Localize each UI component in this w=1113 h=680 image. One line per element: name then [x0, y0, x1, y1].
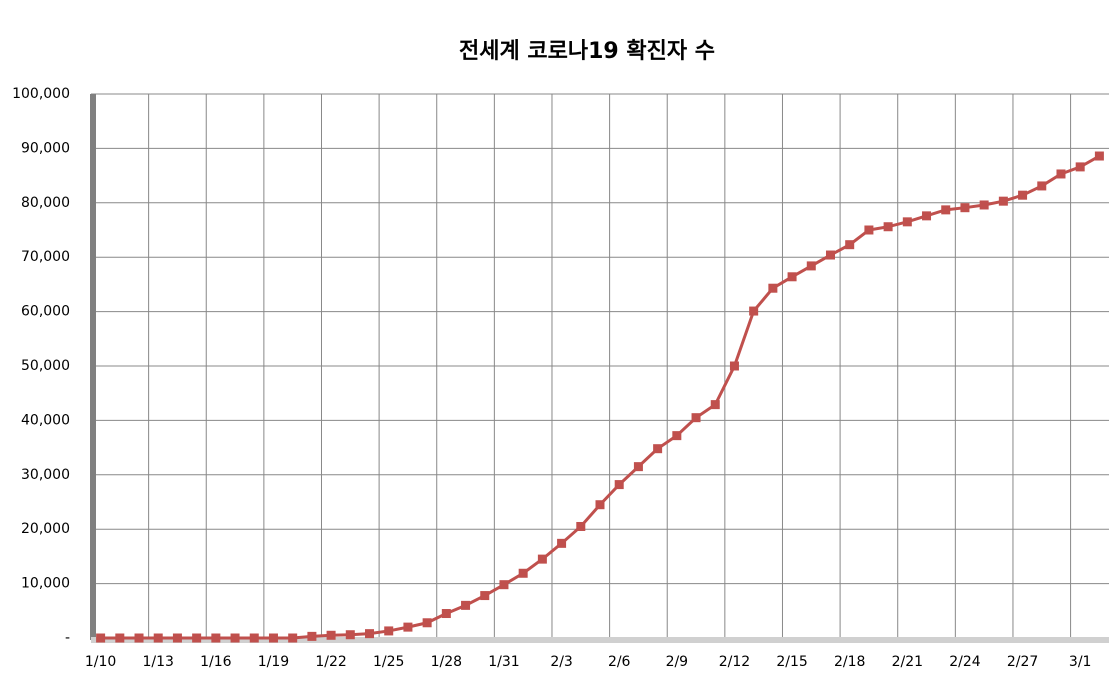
x-tick-label: 1/31 — [488, 654, 519, 670]
marker — [1037, 181, 1047, 191]
chart-title: 전세계 코로나19 확진자 수 — [459, 39, 715, 64]
y-tick-label: 10,000 — [21, 576, 70, 592]
marker — [192, 633, 202, 643]
marker — [883, 222, 893, 232]
marker — [633, 462, 643, 472]
x-tick-label: 2/12 — [719, 654, 750, 670]
marker — [326, 630, 336, 640]
y-tick-label: 50,000 — [21, 358, 70, 374]
marker — [576, 521, 586, 531]
marker — [96, 633, 106, 643]
marker — [1075, 162, 1085, 172]
x-tick-label: 1/19 — [258, 654, 289, 670]
marker — [1094, 151, 1104, 161]
marker — [115, 633, 125, 643]
marker — [729, 361, 739, 371]
marker — [845, 240, 855, 250]
marker — [518, 568, 528, 578]
marker — [249, 633, 259, 643]
series-line — [100, 154, 1101, 640]
y-tick-label: 20,000 — [21, 521, 70, 537]
marker — [902, 217, 912, 227]
marker — [403, 622, 413, 632]
x-tick-label: 2/9 — [666, 654, 689, 670]
marker — [941, 205, 951, 215]
marker — [230, 633, 240, 643]
marker — [825, 250, 835, 260]
marker — [749, 306, 759, 316]
marker — [365, 629, 375, 639]
y-tick-label: 60,000 — [21, 304, 70, 320]
marker — [268, 633, 278, 643]
y-tick-label: 70,000 — [21, 249, 70, 265]
marker — [134, 633, 144, 643]
marker — [672, 431, 682, 441]
y-tick-label: 100,000 — [12, 86, 70, 102]
marker — [1056, 169, 1066, 179]
marker — [864, 225, 874, 235]
marker — [288, 633, 298, 643]
marker — [211, 633, 221, 643]
y-tick-label: 40,000 — [21, 412, 70, 428]
marker — [537, 554, 547, 564]
marker — [653, 444, 663, 454]
marker — [691, 413, 701, 423]
y-tick-label: 90,000 — [21, 140, 70, 156]
marker — [806, 261, 816, 271]
marker — [960, 203, 970, 213]
y-tick-label: 30,000 — [21, 467, 70, 483]
x-tick-label: 1/16 — [200, 654, 232, 670]
x-tick-label: 1/10 — [85, 654, 116, 670]
marker — [307, 631, 317, 641]
x-tick-label: 1/28 — [431, 654, 462, 670]
marker — [768, 283, 778, 293]
x-tick-label: 3/1 — [1069, 654, 1092, 670]
marker — [345, 630, 355, 640]
marker — [595, 500, 605, 510]
marker — [499, 580, 509, 590]
x-tick-label: 1/22 — [315, 654, 346, 670]
x-tick-label: 2/3 — [550, 654, 573, 670]
x-tick-label: 2/6 — [608, 654, 631, 670]
x-tick-label: 1/13 — [142, 654, 173, 670]
marker — [1018, 190, 1028, 200]
x-tick-label: 1/25 — [373, 654, 404, 670]
marker — [461, 600, 471, 610]
marker — [384, 626, 394, 636]
x-tick-label: 2/15 — [776, 654, 807, 670]
marker — [614, 480, 624, 490]
marker — [922, 211, 932, 221]
marker — [710, 400, 720, 410]
x-tick-label: 2/27 — [1007, 654, 1038, 670]
marker — [422, 618, 432, 628]
marker — [557, 538, 567, 548]
marker — [441, 609, 451, 619]
x-tick-label: 2/24 — [949, 654, 981, 670]
marker — [480, 591, 490, 601]
marker — [153, 633, 163, 643]
marker — [998, 196, 1008, 206]
y-tick-label: 80,000 — [21, 195, 70, 211]
marker — [172, 633, 182, 643]
marker — [979, 200, 989, 210]
marker — [787, 272, 797, 282]
y-tick-label: - — [65, 630, 70, 646]
x-tick-label: 2/18 — [834, 654, 865, 670]
x-tick-label: 2/21 — [892, 654, 923, 670]
